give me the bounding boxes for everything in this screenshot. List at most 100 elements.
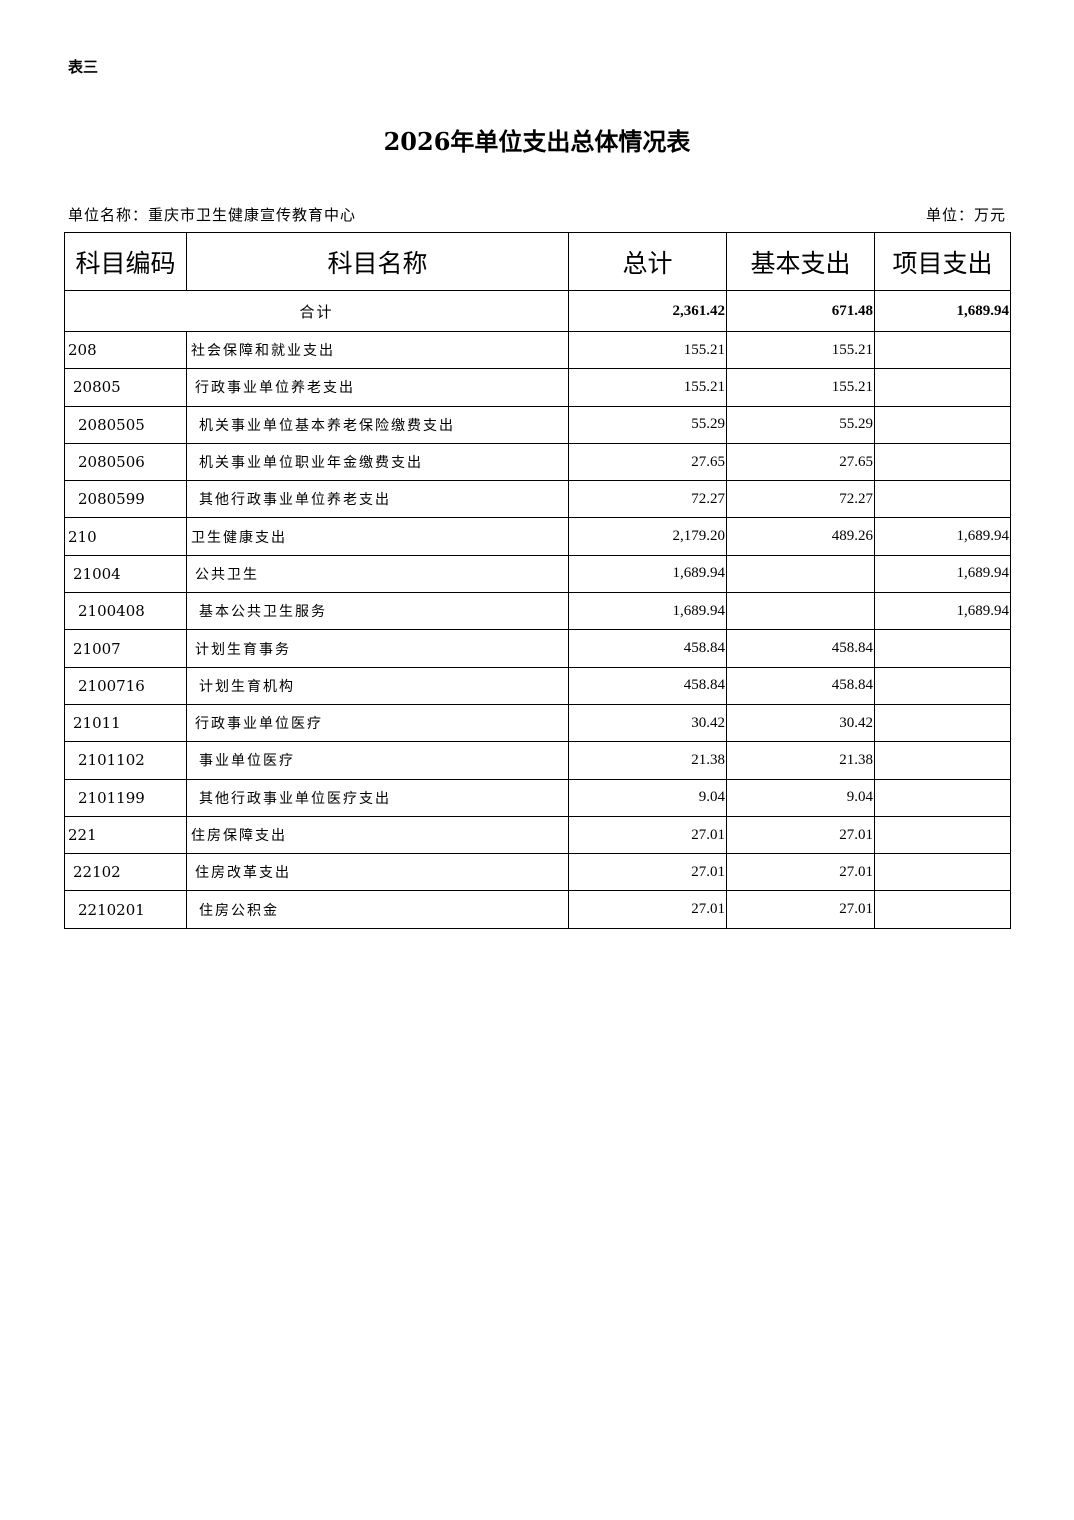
- table-row: 2210201 住房公积金 27.01 27.01: [64, 890, 1011, 929]
- row-total: 55.29: [568, 405, 727, 444]
- row-total: 2,179.20: [568, 517, 727, 556]
- row-name: 公共卫生: [186, 554, 569, 594]
- row-total: 458.84: [568, 666, 727, 705]
- row-total: 9.04: [568, 778, 727, 817]
- row-total: 30.42: [568, 703, 727, 743]
- row-code: 2101199: [64, 778, 187, 817]
- row-project: [874, 368, 1011, 407]
- row-total: 27.01: [568, 853, 727, 892]
- row-project: [874, 703, 1011, 743]
- row-name: 住房公积金: [186, 890, 569, 929]
- row-code: 210: [64, 517, 187, 556]
- table-row: 2100716 计划生育机构 458.84 458.84: [64, 666, 1011, 705]
- table-row: 21011 行政事业单位医疗 30.42 30.42: [64, 703, 1011, 743]
- header-basic: 基本支出: [726, 232, 875, 291]
- row-basic: 21.38: [726, 741, 875, 780]
- row-total: 155.21: [568, 330, 727, 370]
- row-name: 计划生育机构: [186, 666, 569, 705]
- row-basic: 72.27: [726, 480, 875, 519]
- row-basic: 27.01: [726, 853, 875, 892]
- row-project: [874, 442, 1011, 482]
- table-row: 2080505 机关事业单位基本养老保险缴费支出 55.29 55.29: [64, 405, 1011, 444]
- row-name: 事业单位医疗: [186, 741, 569, 780]
- document-label: 表三: [68, 58, 99, 76]
- row-total: 1,689.94: [568, 554, 727, 594]
- total-label: 合计: [64, 290, 569, 332]
- total-total: 2,361.42: [568, 290, 727, 332]
- row-project: [874, 741, 1011, 780]
- table-row: 21007 计划生育事务 458.84 458.84: [64, 629, 1011, 668]
- row-code: 2080505: [64, 405, 187, 444]
- row-name: 卫生健康支出: [186, 517, 569, 556]
- row-project: 1,689.94: [874, 517, 1011, 556]
- row-total: 1,689.94: [568, 592, 727, 631]
- row-name: 其他行政事业单位医疗支出: [186, 778, 569, 817]
- row-basic: 27.01: [726, 890, 875, 929]
- row-project: [874, 629, 1011, 668]
- row-total: 155.21: [568, 368, 727, 407]
- page-title: 2026年单位支出总体情况表: [383, 127, 691, 156]
- row-project: [874, 480, 1011, 519]
- table-row: 2080506 机关事业单位职业年金缴费支出 27.65 27.65: [64, 442, 1011, 482]
- table-row: 2101102 事业单位医疗 21.38 21.38: [64, 741, 1011, 780]
- row-project: [874, 405, 1011, 444]
- expenditure-table: 科目编码 科目名称 总计 基本支出 项目支出 合计 2,361.42 671.4…: [64, 232, 1011, 929]
- row-name: 行政事业单位养老支出: [186, 368, 569, 407]
- table-row: 221 住房保障支出 27.01 27.01: [64, 815, 1011, 855]
- row-code: 2210201: [64, 890, 187, 929]
- row-total: 27.65: [568, 442, 727, 482]
- total-basic: 671.48: [726, 290, 875, 332]
- row-basic: 55.29: [726, 405, 875, 444]
- row-project: [874, 330, 1011, 370]
- row-project: [874, 666, 1011, 705]
- row-name: 住房改革支出: [186, 853, 569, 892]
- currency-unit: 单位：万元: [925, 206, 1006, 224]
- row-project: [874, 853, 1011, 892]
- row-project: [874, 815, 1011, 855]
- row-code: 221: [64, 815, 187, 855]
- row-code: 2101102: [64, 741, 187, 780]
- row-name: 其他行政事业单位养老支出: [186, 480, 569, 519]
- row-name: 社会保障和就业支出: [186, 330, 569, 370]
- row-basic: [726, 554, 875, 594]
- row-basic: 458.84: [726, 629, 875, 668]
- row-name: 机关事业单位职业年金缴费支出: [186, 442, 569, 482]
- row-basic: [726, 592, 875, 631]
- row-code: 22102: [64, 853, 187, 892]
- row-code: 20805: [64, 368, 187, 407]
- table-row: 22102 住房改革支出 27.01 27.01: [64, 853, 1011, 892]
- row-basic: 27.01: [726, 815, 875, 855]
- row-basic: 489.26: [726, 517, 875, 556]
- row-name: 行政事业单位医疗: [186, 703, 569, 743]
- row-total: 27.01: [568, 890, 727, 929]
- row-code: 2100408: [64, 592, 187, 631]
- row-basic: 30.42: [726, 703, 875, 743]
- table-row: 20805 行政事业单位养老支出 155.21 155.21: [64, 368, 1011, 407]
- row-code: 21007: [64, 629, 187, 668]
- row-total: 27.01: [568, 815, 727, 855]
- row-code: 21011: [64, 703, 187, 743]
- header-row: 科目编码 科目名称 总计 基本支出 项目支出: [64, 232, 1011, 291]
- row-total: 72.27: [568, 480, 727, 519]
- row-name: 计划生育事务: [186, 629, 569, 668]
- unit-name: 单位名称：重庆市卫生健康宣传教育中心: [68, 206, 357, 224]
- table-row: 2080599 其他行政事业单位养老支出 72.27 72.27: [64, 480, 1011, 519]
- row-code: 2080599: [64, 480, 187, 519]
- row-total: 458.84: [568, 629, 727, 668]
- total-row: 合计 2,361.42 671.48 1,689.94: [64, 290, 1011, 332]
- row-basic: 458.84: [726, 666, 875, 705]
- row-project: [874, 890, 1011, 929]
- row-code: 21004: [64, 554, 187, 594]
- header-total: 总计: [568, 232, 727, 291]
- table-row: 208 社会保障和就业支出 155.21 155.21: [64, 330, 1011, 370]
- row-total: 21.38: [568, 741, 727, 780]
- row-name: 住房保障支出: [186, 815, 569, 855]
- row-basic: 27.65: [726, 442, 875, 482]
- row-code: 2080506: [64, 442, 187, 482]
- header-project: 项目支出: [874, 232, 1011, 291]
- row-basic: 155.21: [726, 368, 875, 407]
- header-code: 科目编码: [64, 232, 187, 291]
- table-row: 21004 公共卫生 1,689.94 1,689.94: [64, 554, 1011, 594]
- row-project: 1,689.94: [874, 592, 1011, 631]
- row-code: 2100716: [64, 666, 187, 705]
